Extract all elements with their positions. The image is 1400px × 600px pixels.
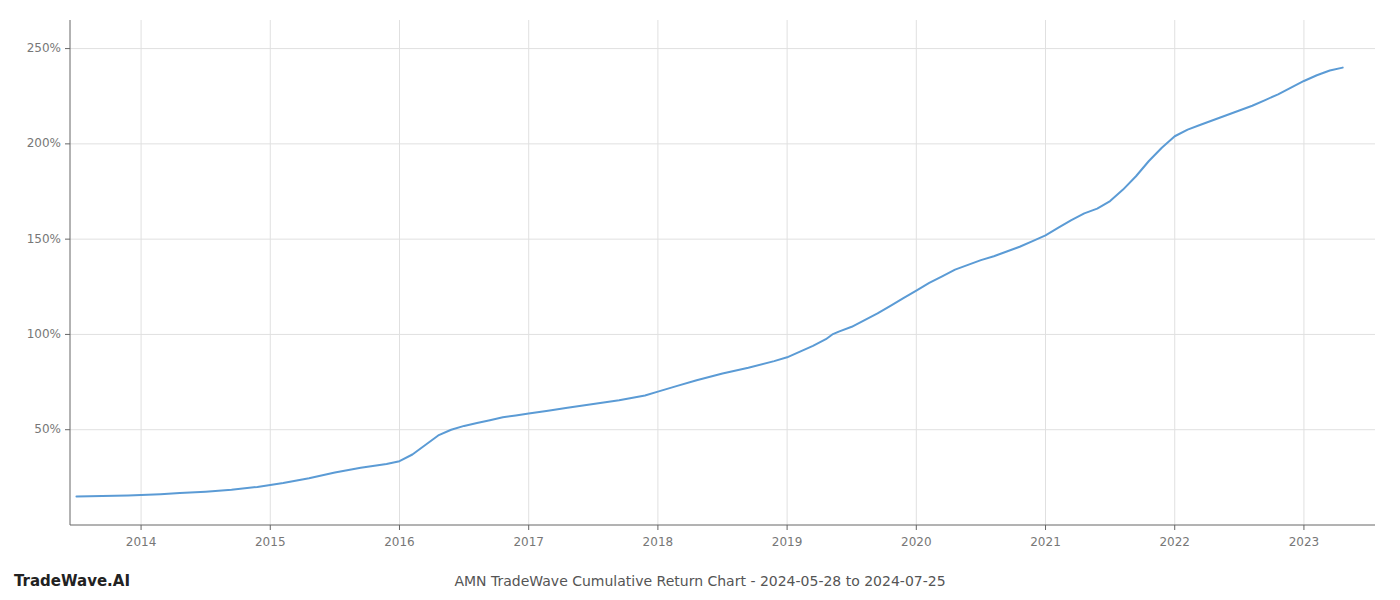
y-grid-line: [70, 143, 1375, 144]
x-grid-line: [399, 20, 400, 525]
y-grid-line: [70, 239, 1375, 240]
y-tick: [65, 334, 70, 335]
x-axis-line: [70, 525, 1375, 526]
y-axis-line: [70, 20, 71, 525]
y-tick-label: 200%: [27, 136, 61, 150]
x-tick-label: 2022: [1159, 535, 1190, 549]
x-grid-line: [1174, 20, 1175, 525]
page: {"chart_data": { "type": "line", "title"…: [0, 0, 1400, 600]
axes: 50% 100% 150% 200% 250% 2014 2015 2016 2017 2018 2…: [27, 20, 1375, 549]
x-grid-line: [528, 20, 529, 525]
x-tick: [916, 525, 917, 530]
chart: 50% 100% 150% 200% 250% 2014 2015 2016 2017 2018 2…: [0, 0, 1400, 600]
y-tick-label: 150%: [27, 232, 61, 246]
x-tick-label: 2023: [1289, 535, 1320, 549]
x-tick: [141, 525, 142, 530]
y-tick: [65, 429, 70, 430]
x-tick-label: 2020: [901, 535, 932, 549]
x-grid-line: [657, 20, 658, 525]
x-grid-line: [270, 20, 271, 525]
x-grid-line: [1303, 20, 1304, 525]
x-tick: [528, 525, 529, 530]
y-tick: [65, 143, 70, 144]
x-grid-line: [141, 20, 142, 525]
x-tick-label: 2021: [1030, 535, 1061, 549]
x-tick-label: 2019: [772, 535, 803, 549]
x-tick: [1045, 525, 1046, 530]
grid: [70, 20, 1375, 525]
y-tick: [65, 239, 70, 240]
x-tick: [787, 525, 788, 530]
return-line: [76, 68, 1342, 497]
y-tick-label: 50%: [34, 422, 61, 436]
x-tick-label: 2014: [126, 535, 157, 549]
x-tick-label: 2018: [643, 535, 674, 549]
x-tick: [1303, 525, 1304, 530]
x-grid-line: [916, 20, 917, 525]
plot-area: [76, 68, 1342, 497]
x-tick: [399, 525, 400, 530]
x-tick: [657, 525, 658, 530]
x-tick: [270, 525, 271, 530]
title: AMN TradeWave Cumulative Return Chart - …: [454, 573, 945, 589]
texts: TradeWave.AI AMN TradeWave Cumulative Ret…: [14, 572, 946, 590]
x-tick-label: 2015: [255, 535, 286, 549]
y-grid-line: [70, 48, 1375, 49]
x-grid-line: [1045, 20, 1046, 525]
y-tick: [65, 48, 70, 49]
y-tick-label: 100%: [27, 327, 61, 341]
y-grid-line: [70, 429, 1375, 430]
x-tick-label: 2016: [384, 535, 415, 549]
watermark: TradeWave.AI: [14, 572, 130, 590]
x-grid-line: [787, 20, 788, 525]
y-tick-label: 250%: [27, 41, 61, 55]
x-tick: [1174, 525, 1175, 530]
x-tick-label: 2017: [513, 535, 544, 549]
y-grid-line: [70, 334, 1375, 335]
